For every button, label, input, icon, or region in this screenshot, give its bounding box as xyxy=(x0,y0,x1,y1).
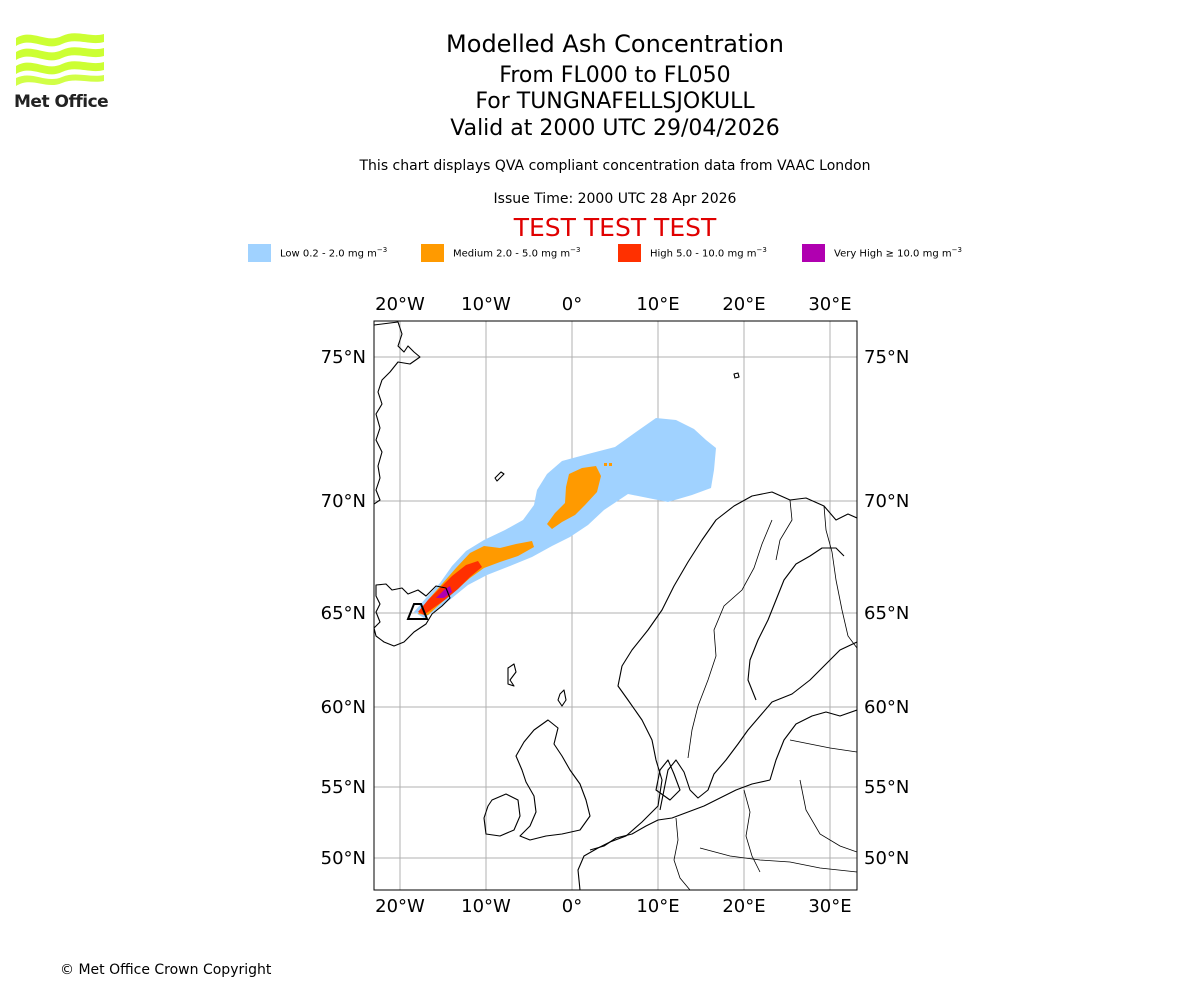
map-background xyxy=(374,321,857,890)
lat-label-right: 50°N xyxy=(864,848,909,869)
lon-label-bottom: 10°W xyxy=(461,896,511,917)
lat-label-left: 70°N xyxy=(321,491,366,512)
lat-label-left: 55°N xyxy=(321,777,366,798)
legend-label-low: Low 0.2 - 2.0 mg m xyxy=(280,248,377,260)
lon-label-top: 30°E xyxy=(808,294,851,315)
latitude-labels-right: 75°N 70°N 65°N 60°N 55°N 50°N xyxy=(864,347,909,869)
chart-description: This chart displays QVA compliant concen… xyxy=(359,158,871,174)
coastline-faroe xyxy=(507,663,517,687)
lon-label-bottom: 10°E xyxy=(636,896,679,917)
lat-label-right: 75°N xyxy=(864,347,909,368)
ash-region-medium-north xyxy=(547,466,601,529)
volcano-name: For TUNGNAFELLSJOKULL xyxy=(475,89,755,114)
legend-swatch-medium xyxy=(421,244,444,262)
border-baltic-states xyxy=(789,739,857,753)
latitude-labels-left: 75°N 70°N 65°N 60°N 55°N 50°N xyxy=(321,347,366,869)
lon-label-top: 20°E xyxy=(722,294,765,315)
country-borders xyxy=(673,499,857,890)
lat-label-right: 60°N xyxy=(864,697,909,718)
lat-label-right: 70°N xyxy=(864,491,909,512)
coastline-ireland xyxy=(483,793,521,837)
lon-label-bottom: 0° xyxy=(562,896,582,917)
coastline-iceland xyxy=(374,583,451,647)
legend-label-very-high: Very High ≥ 10.0 mg m xyxy=(834,248,952,260)
border-central-europe xyxy=(673,817,691,890)
copyright-notice: © Met Office Crown Copyright xyxy=(60,962,272,978)
coastline-jan-mayen xyxy=(494,471,505,482)
met-office-logo: Met Office xyxy=(14,30,109,112)
border-finland-russia xyxy=(823,505,857,649)
coastline-greenland xyxy=(374,321,421,505)
flight-level-range: From FL000 to FL050 xyxy=(499,63,731,88)
legend-label-medium: Medium 2.0 - 5.0 mg m xyxy=(453,248,571,260)
volcano-triangle-icon xyxy=(406,603,429,620)
border-norway-sweden xyxy=(687,519,773,759)
legend-swatch-high xyxy=(618,244,641,262)
graticule xyxy=(374,321,857,890)
lat-label-left: 50°N xyxy=(321,848,366,869)
border-belarus xyxy=(799,779,857,853)
ash-cloud xyxy=(414,418,716,618)
coastline-continent xyxy=(589,779,771,851)
chart-title: Modelled Ash Concentration xyxy=(446,30,784,58)
legend-label-high: High 5.0 - 10.0 mg m xyxy=(650,248,757,260)
coastline-shetland xyxy=(557,689,567,707)
met-office-wave-logo-icon xyxy=(16,33,104,86)
border-germany-poland xyxy=(743,789,761,873)
coastline-baltic xyxy=(659,641,857,811)
legend-swatch-low xyxy=(248,244,271,262)
ash-speck xyxy=(609,463,612,466)
lat-label-left: 65°N xyxy=(321,603,366,624)
lon-label-top: 20°W xyxy=(375,294,425,315)
volcano-marker xyxy=(406,603,429,620)
valid-time: Valid at 2000 UTC 29/04/2026 xyxy=(450,116,780,141)
lon-label-bottom: 20°W xyxy=(375,896,425,917)
longitude-labels-bottom: 20°W 10°W 0° 10°E 20°E 30°E xyxy=(375,896,851,917)
lon-label-bottom: 20°E xyxy=(722,896,765,917)
lon-label-bottom: 30°E xyxy=(808,896,851,917)
test-banner: TEST TEST TEST xyxy=(513,213,717,242)
ash-speck xyxy=(604,463,607,466)
coastline-gulf-of-bothnia xyxy=(747,547,845,701)
lon-label-top: 10°E xyxy=(636,294,679,315)
border-sweden-finland xyxy=(775,499,793,561)
longitude-labels-top: 20°W 10°W 0° 10°E 20°E 30°E xyxy=(375,294,851,315)
lat-label-right: 55°N xyxy=(864,777,909,798)
map-frame xyxy=(373,320,858,891)
lon-label-top: 10°W xyxy=(461,294,511,315)
issue-time: Issue Time: 2000 UTC 28 Apr 2026 xyxy=(493,191,737,207)
coastline-baltic-states xyxy=(769,709,857,781)
coastline-bear-island xyxy=(733,372,740,379)
coastline-denmark xyxy=(655,759,681,801)
legend-swatch-very-high xyxy=(802,244,825,262)
lat-label-left: 75°N xyxy=(321,347,366,368)
lon-label-top: 0° xyxy=(562,294,582,315)
coastline-great-britain xyxy=(515,719,591,841)
lat-label-left: 60°N xyxy=(321,697,366,718)
logo-text: Met Office xyxy=(14,92,109,112)
border-southern xyxy=(699,847,857,873)
lat-label-right: 65°N xyxy=(864,603,909,624)
ash-region-very-high xyxy=(436,586,452,598)
